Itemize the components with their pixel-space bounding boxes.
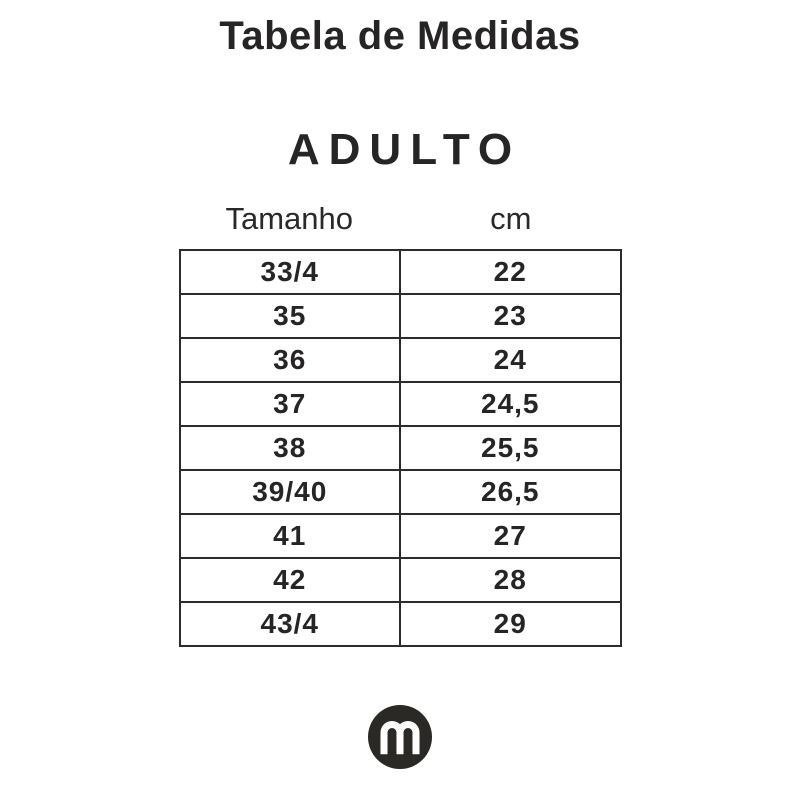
cm-cell: 23: [399, 293, 622, 339]
cm-cell: 24,5: [399, 381, 622, 427]
size-cell: 35: [178, 293, 401, 339]
size-cell: 41: [178, 513, 401, 559]
size-table: 33/4 22 35 23 36 24 37: [178, 249, 622, 647]
cm-cell: 28: [399, 557, 622, 603]
cm-cell: 27: [399, 513, 622, 559]
size-cell: 43/4: [178, 601, 401, 647]
column-header-tamanho: Tamanho: [225, 201, 354, 236]
size-table-body: 33/4 22 35 23 36 24 37: [178, 249, 622, 647]
logo-row: [0, 705, 800, 769]
size-table-wrap: Tamanho cm 33/4 22 35 23 36: [178, 201, 622, 647]
size-cell: 42: [178, 557, 401, 603]
size-cell: 37: [178, 381, 401, 427]
cm-cell: 26,5: [399, 469, 622, 515]
table-row: 41 27: [178, 513, 622, 559]
column-headers: Tamanho cm: [179, 201, 622, 237]
table-row: 42 28: [178, 557, 622, 603]
table-row: 36 24: [178, 337, 622, 383]
table-row: 33/4 22: [178, 249, 622, 295]
table-row: 43/4 29: [178, 601, 622, 647]
size-cell: 38: [178, 425, 401, 471]
brand-logo: [368, 705, 432, 769]
table-row: 37 24,5: [178, 381, 622, 427]
size-cell: 36: [178, 337, 401, 383]
column-header-cm: cm: [490, 201, 532, 236]
cm-cell: 25,5: [399, 425, 622, 471]
cm-cell: 22: [399, 249, 622, 295]
size-cell: 33/4: [178, 249, 401, 295]
section-heading-adulto: ADULTO: [287, 125, 522, 174]
table-row: 35 23: [178, 293, 622, 339]
cm-cell: 29: [399, 601, 622, 647]
cm-cell: 24: [399, 337, 622, 383]
page-title: Tabela de Medidas: [219, 14, 581, 58]
table-row: 38 25,5: [178, 425, 622, 471]
m-logo-icon: [368, 705, 432, 769]
size-cell: 39/40: [178, 469, 401, 515]
table-row: 39/40 26,5: [178, 469, 622, 515]
